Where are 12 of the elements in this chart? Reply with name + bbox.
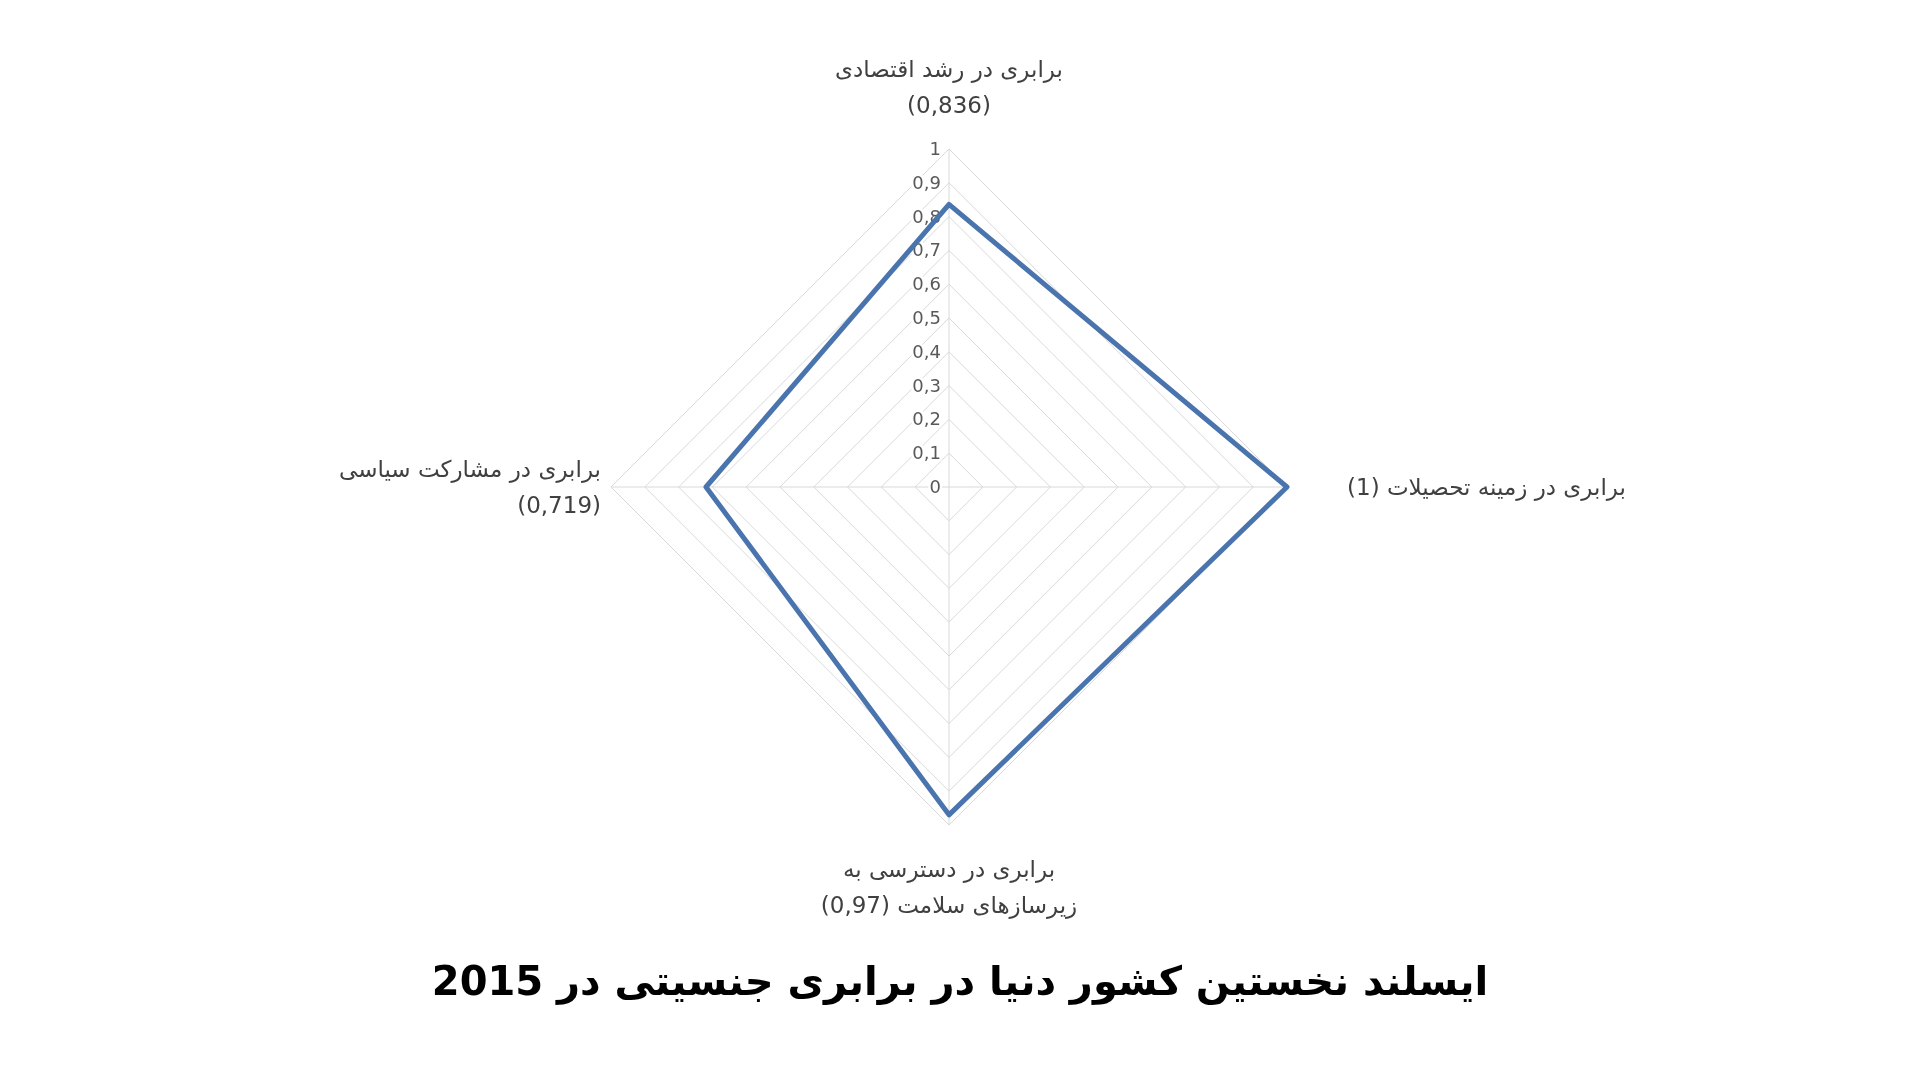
spoke-label: برابری در زمینه تحصیلات (1) [1347, 474, 1626, 501]
y-tick-label: 0,3 [912, 374, 941, 396]
y-tick-label: 0,5 [912, 307, 941, 328]
y-tick-label: 1 [929, 138, 941, 159]
y-tick-label: 0 [929, 476, 941, 497]
y-tick-label: 0,2 [912, 408, 941, 430]
y-tick-label: 0,6 [912, 273, 941, 295]
text: ایسلند نخستین کشور دنیا در برابری جنسیتی در 2015 [431, 958, 1489, 1005]
y-tick-label: 0,9 [912, 171, 941, 193]
spoke-label: برابری در دسترسی به زیرسازهای سلامت (0,97) [820, 855, 1078, 919]
y-tick-label: 0,1 [912, 442, 941, 464]
y-tick-label: 0,4 [912, 340, 941, 362]
